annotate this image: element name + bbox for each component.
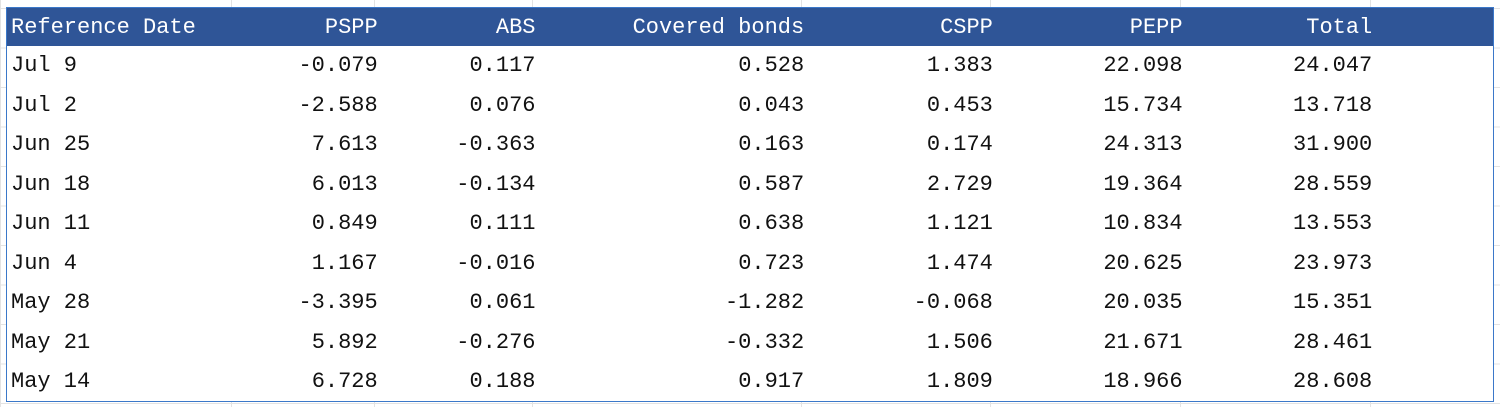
cell-empty[interactable] (1372, 125, 1493, 165)
cell-abs[interactable]: -0.134 (456, 171, 536, 197)
cell-pspp[interactable]: 7.613 (311, 132, 378, 158)
cell-reference-date[interactable]: Jun 18 (11, 171, 91, 197)
cell-abs[interactable]: 0.188 (469, 369, 536, 395)
cell-pspp[interactable]: 5.892 (311, 329, 378, 355)
cell-empty[interactable] (1372, 204, 1493, 244)
table-body: Jul 9 -0.079 0.117 0.528 1.383 22.098 24… (7, 46, 1493, 402)
purchases-table: Reference Date PSPP ABS Covered bonds CS… (7, 8, 1493, 402)
table-row: Jun 4 1.167 -0.016 0.723 1.474 20.625 23… (7, 244, 1493, 284)
cell-pspp[interactable]: -3.395 (298, 290, 378, 316)
cell-reference-date[interactable]: Jun 25 (11, 132, 91, 158)
cell-pepp[interactable]: 24.313 (1103, 132, 1183, 158)
cell-pspp[interactable]: -2.588 (298, 92, 378, 118)
cell-pepp[interactable]: 10.834 (1103, 211, 1183, 237)
cell-total[interactable]: 28.608 (1293, 369, 1373, 395)
cell-abs[interactable]: 0.117 (469, 53, 536, 79)
cell-pepp[interactable]: 22.098 (1103, 53, 1183, 79)
cell-empty[interactable] (1372, 244, 1493, 284)
cell-pspp[interactable]: 0.849 (311, 211, 378, 237)
table-row: Jun 25 7.613 -0.363 0.163 0.174 24.313 3… (7, 125, 1493, 165)
cell-cspp[interactable]: 0.174 (926, 132, 993, 158)
cell-cspp[interactable]: 0.453 (926, 92, 993, 118)
table-row: Jul 2 -2.588 0.076 0.043 0.453 15.734 13… (7, 86, 1493, 126)
cell-covered-bonds[interactable]: -1.282 (724, 290, 805, 316)
cell-abs[interactable]: 0.111 (469, 211, 536, 237)
cell-covered-bonds[interactable]: 0.723 (738, 250, 805, 276)
cell-total[interactable]: 28.461 (1293, 329, 1373, 355)
cell-covered-bonds[interactable]: 0.917 (738, 369, 805, 395)
cell-total[interactable]: 24.047 (1293, 53, 1373, 79)
header-cspp[interactable]: CSPP (940, 14, 993, 40)
cell-empty[interactable] (1372, 323, 1493, 363)
cell-empty[interactable] (1372, 362, 1493, 402)
cell-pepp[interactable]: 19.364 (1103, 171, 1183, 197)
cell-covered-bonds[interactable]: -0.332 (724, 329, 805, 355)
cell-abs[interactable]: 0.076 (469, 92, 536, 118)
cell-cspp[interactable]: -0.068 (913, 290, 993, 316)
cell-abs[interactable]: -0.363 (456, 132, 536, 158)
table-row: May 21 5.892 -0.276 -0.332 1.506 21.671 … (7, 323, 1493, 363)
cell-pepp[interactable]: 20.625 (1103, 250, 1183, 276)
cell-empty[interactable] (1372, 165, 1493, 205)
cell-pepp[interactable]: 18.966 (1103, 369, 1183, 395)
header-empty-cell[interactable] (1372, 8, 1493, 46)
cell-cspp[interactable]: 2.729 (926, 171, 993, 197)
table-row: Jun 18 6.013 -0.134 0.587 2.729 19.364 2… (7, 165, 1493, 205)
cell-reference-date[interactable]: May 28 (11, 290, 91, 316)
cell-covered-bonds[interactable]: 0.528 (738, 53, 805, 79)
cell-abs[interactable]: 0.061 (469, 290, 536, 316)
cell-cspp[interactable]: 1.474 (926, 250, 993, 276)
cell-cspp[interactable]: 1.383 (926, 53, 993, 79)
cell-empty[interactable] (1372, 46, 1493, 86)
cell-reference-date[interactable]: Jul 2 (11, 92, 78, 118)
cell-abs[interactable]: -0.276 (456, 329, 536, 355)
cell-covered-bonds[interactable]: 0.043 (738, 92, 805, 118)
cell-cspp[interactable]: 1.121 (926, 211, 993, 237)
cell-covered-bonds[interactable]: 0.163 (738, 132, 805, 158)
cell-reference-date[interactable]: Jun 4 (11, 250, 78, 276)
header-abs[interactable]: ABS (495, 14, 536, 40)
cell-pspp[interactable]: 6.728 (311, 369, 378, 395)
header-reference-date[interactable]: Reference Date (11, 14, 196, 40)
cell-total[interactable]: 15.351 (1293, 290, 1373, 316)
cell-covered-bonds[interactable]: 0.638 (738, 211, 805, 237)
cell-pspp[interactable]: 6.013 (311, 171, 378, 197)
header-pepp[interactable]: PEPP (1129, 14, 1183, 40)
cell-covered-bonds[interactable]: 0.587 (738, 171, 805, 197)
cell-total[interactable]: 28.559 (1293, 171, 1373, 197)
header-pspp[interactable]: PSPP (324, 14, 378, 40)
table-row: May 28 -3.395 0.061 -1.282 -0.068 20.035… (7, 283, 1493, 323)
table-row: Jun 11 0.849 0.111 0.638 1.121 10.834 13… (7, 204, 1493, 244)
cell-cspp[interactable]: 1.506 (926, 329, 993, 355)
cell-total[interactable]: 23.973 (1293, 250, 1373, 276)
cell-pepp[interactable]: 15.734 (1103, 92, 1183, 118)
cell-reference-date[interactable]: Jul 9 (11, 53, 78, 79)
cell-cspp[interactable]: 1.809 (926, 369, 993, 395)
header-covered-bonds[interactable]: Covered bonds (632, 14, 805, 40)
cell-pepp[interactable]: 20.035 (1103, 290, 1183, 316)
table-row: Jul 9 -0.079 0.117 0.528 1.383 22.098 24… (7, 46, 1493, 86)
cell-reference-date[interactable]: Jun 11 (11, 211, 91, 237)
cell-abs[interactable]: -0.016 (456, 250, 536, 276)
cell-reference-date[interactable]: May 14 (11, 369, 91, 395)
cell-pspp[interactable]: 1.167 (311, 250, 378, 276)
cell-total[interactable]: 13.718 (1293, 92, 1373, 118)
cell-total[interactable]: 13.553 (1293, 211, 1373, 237)
cell-empty[interactable] (1372, 86, 1493, 126)
header-row: Reference Date PSPP ABS Covered bonds CS… (7, 8, 1493, 46)
cell-total[interactable]: 31.900 (1293, 132, 1373, 158)
data-table-frame: Reference Date PSPP ABS Covered bonds CS… (6, 7, 1494, 402)
table-row: May 14 6.728 0.188 0.917 1.809 18.966 28… (7, 362, 1493, 402)
cell-reference-date[interactable]: May 21 (11, 329, 91, 355)
cell-empty[interactable] (1372, 283, 1493, 323)
cell-pepp[interactable]: 21.671 (1103, 329, 1183, 355)
header-total[interactable]: Total (1306, 14, 1373, 40)
table-header: Reference Date PSPP ABS Covered bonds CS… (7, 8, 1493, 46)
cell-pspp[interactable]: -0.079 (298, 53, 378, 79)
